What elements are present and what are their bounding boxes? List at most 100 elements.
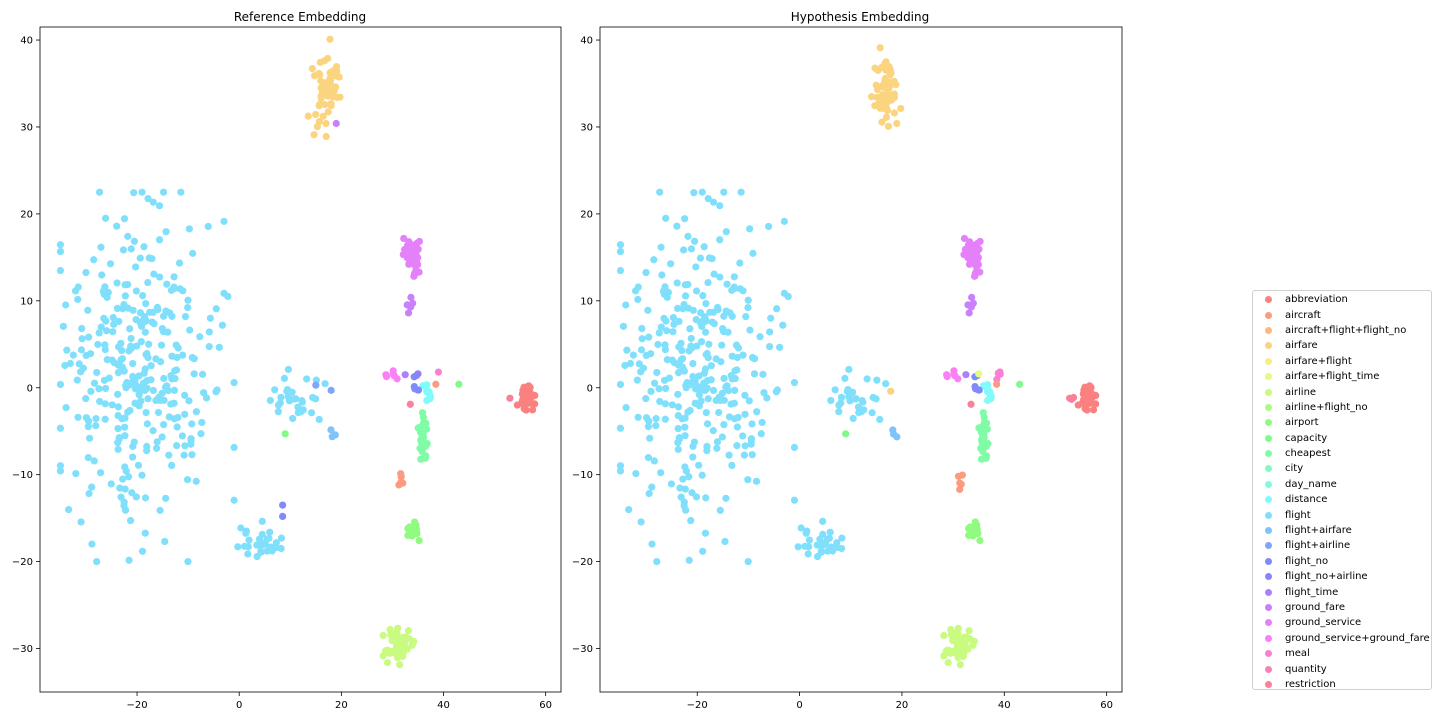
point-flight [97, 243, 105, 251]
point-flight [661, 415, 669, 423]
point-flight [98, 271, 106, 279]
point-flight [69, 351, 77, 359]
point-capacity [455, 380, 463, 388]
point-flight [662, 317, 670, 325]
x-tick-label: 40 [437, 700, 450, 711]
point-ground_service [399, 250, 407, 259]
point-ground_service [407, 248, 415, 256]
plot-frame [39, 26, 562, 693]
point-flight [695, 391, 703, 399]
point-flight [144, 353, 152, 362]
point-flight [101, 341, 109, 349]
point-flight [689, 359, 697, 368]
point-flight [727, 372, 735, 380]
point-airfare [873, 93, 881, 101]
point-flight [703, 420, 712, 428]
point-flight [704, 395, 712, 403]
point-flight [741, 410, 749, 418]
point-flight [701, 365, 710, 373]
point-capacity [1016, 380, 1024, 388]
point-flight [780, 217, 788, 225]
point-flight [125, 473, 133, 481]
point-flight_no [279, 512, 287, 521]
point-flight [722, 228, 730, 236]
point-flight [637, 346, 646, 354]
point-flight [189, 249, 197, 257]
point-flight [137, 338, 145, 346]
point-meal [434, 368, 443, 376]
point-flight [621, 361, 629, 370]
point-flight [212, 305, 220, 313]
point-flight [139, 379, 148, 387]
point-flight [647, 387, 655, 395]
x-tick-label: 0 [236, 700, 242, 711]
point-distance [983, 381, 992, 389]
point-flight [655, 385, 663, 393]
legend-entry-airline: airline [1253, 384, 1431, 399]
point-flight [686, 325, 694, 333]
point-flight [149, 386, 157, 395]
point-abbreviation [523, 384, 532, 392]
point-restriction [1067, 395, 1076, 403]
point-flight [105, 374, 113, 382]
point-flight [108, 356, 116, 364]
point-flight [704, 194, 712, 203]
point-flight [644, 306, 652, 314]
point-flight [56, 266, 65, 275]
point-flight [156, 396, 164, 405]
point-flight [642, 268, 650, 277]
point-flight [291, 395, 300, 403]
point-flight [702, 494, 710, 502]
legend-entry-aircraft: aircraft [1253, 307, 1431, 322]
point-flight [699, 547, 707, 555]
point-flight [204, 222, 212, 231]
point-flight [722, 494, 730, 502]
point-flight+airfare [889, 426, 897, 434]
point-abbreviation [1081, 398, 1089, 406]
point-flight [74, 413, 82, 421]
point-flight [730, 399, 738, 407]
point-distance [983, 388, 992, 396]
point-flight [763, 394, 771, 402]
point-flight [183, 476, 192, 484]
point-flight [802, 529, 810, 537]
point-flight [863, 375, 871, 383]
point-flight [115, 434, 123, 442]
point-distance [426, 393, 435, 401]
point-flight [132, 263, 140, 271]
point-flight [698, 471, 706, 479]
point-flight [813, 541, 821, 549]
point-flight [132, 287, 140, 295]
point-flight [698, 322, 706, 330]
point-meal [994, 369, 1002, 377]
point-flight [82, 268, 90, 277]
point-flight [253, 552, 261, 561]
point-flight [669, 328, 677, 336]
point-flight_no+airline [414, 370, 422, 378]
point-cheapest [418, 409, 427, 417]
point-airfare [322, 132, 330, 141]
point-flight [94, 340, 102, 349]
point-flight [701, 313, 709, 321]
point-flight [165, 451, 173, 459]
x-tick-label: 20 [335, 700, 348, 711]
point-airfare [882, 104, 891, 112]
legend-label: flight_no+airline [1285, 571, 1368, 583]
point-flight [731, 284, 739, 293]
point-airfare [319, 112, 327, 120]
point-flight [199, 370, 207, 378]
point-flight [741, 391, 749, 399]
point-flight [192, 408, 200, 416]
point-flight [616, 462, 625, 470]
legend-label: abbreviation [1285, 294, 1348, 306]
point-abbreviation [520, 405, 528, 413]
point-aircraft [397, 478, 405, 487]
point-flight [258, 517, 266, 525]
point-airfare [878, 118, 886, 126]
point-flight [689, 453, 697, 461]
legend-entry-ground_service: ground_service [1253, 615, 1431, 630]
legend-label: airfare [1285, 340, 1318, 352]
point-flight [642, 351, 650, 360]
legend-entry-airport: airport [1253, 415, 1431, 430]
point-flight+airline [327, 386, 335, 394]
